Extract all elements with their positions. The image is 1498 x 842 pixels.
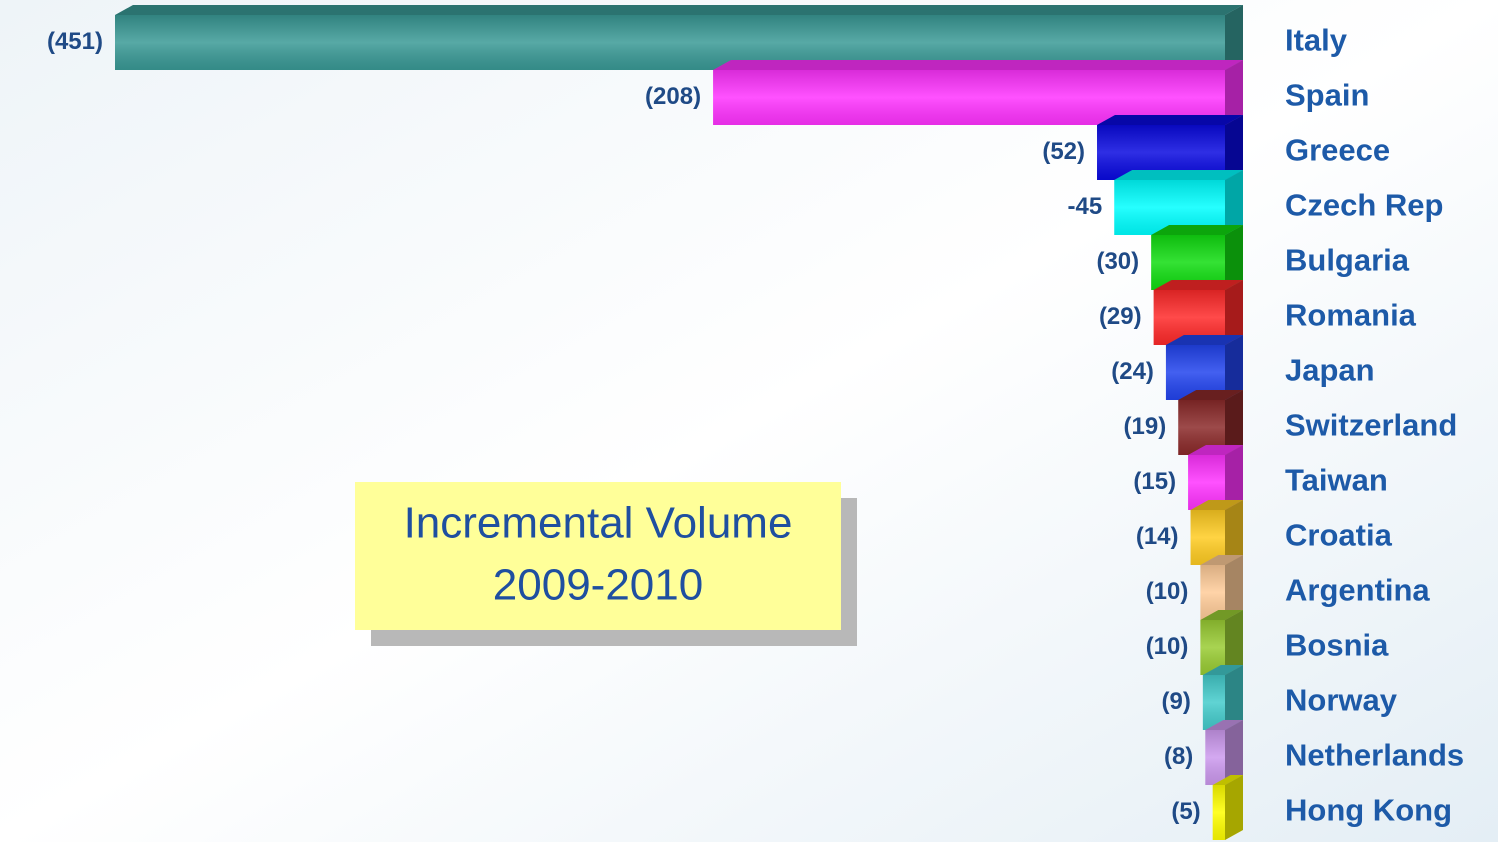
bar-top <box>713 60 1243 70</box>
bar-side <box>1225 115 1243 180</box>
bar-side <box>1225 280 1243 345</box>
bar-top-shade <box>1205 720 1243 730</box>
bar-side-shade <box>1225 60 1243 125</box>
bar-side <box>1225 225 1243 290</box>
category-label: Bulgaria <box>1285 243 1410 278</box>
bar-side <box>1225 555 1243 620</box>
bar-top <box>1151 225 1243 235</box>
bar-side-shade <box>1225 170 1243 235</box>
bar-side <box>1225 500 1243 565</box>
bar-top-shade <box>1200 610 1243 620</box>
bar-top <box>1165 335 1243 345</box>
value-label: (19) <box>1124 413 1167 440</box>
category-label: Bosnia <box>1285 628 1389 663</box>
value-label: (30) <box>1096 248 1139 275</box>
bar-side-shade <box>1225 720 1243 785</box>
value-label: (10) <box>1146 633 1189 660</box>
bar-top <box>1114 170 1243 180</box>
value-label: (10) <box>1146 578 1189 605</box>
bars <box>115 5 1243 840</box>
category-label: Greece <box>1285 133 1390 168</box>
bar-shine <box>1205 730 1225 785</box>
bar-side-shade <box>1225 335 1243 400</box>
bar-top-shade <box>1212 775 1243 785</box>
bar-side-shade <box>1225 665 1243 730</box>
bar-side <box>1225 5 1243 70</box>
bar-top <box>1202 665 1243 675</box>
bar-shine <box>1212 785 1225 840</box>
bar-side-shade <box>1225 445 1243 510</box>
category-label: Czech Rep <box>1285 188 1443 223</box>
bar-top <box>1097 115 1243 125</box>
bar-side <box>1225 665 1243 730</box>
category-label: Spain <box>1285 78 1369 113</box>
annotation: 2009-2010 <box>493 561 703 610</box>
bar-side-shade <box>1225 390 1243 455</box>
value-label: (9) <box>1162 688 1191 715</box>
value-label: (8) <box>1164 743 1193 770</box>
bar-side <box>1225 775 1243 840</box>
bar-side <box>1225 335 1243 400</box>
category-label: Hong Kong <box>1285 793 1452 828</box>
bar-top <box>1190 500 1243 510</box>
annotation: Incremental Volume <box>404 499 793 548</box>
category-label: Taiwan <box>1285 463 1388 498</box>
bar-top-shade <box>713 60 1243 70</box>
bar-shine <box>1202 675 1225 730</box>
category-label: Switzerland <box>1285 408 1457 443</box>
bar-side-shade <box>1225 775 1243 840</box>
bar-top-shade <box>1202 665 1243 675</box>
value-label: (14) <box>1136 523 1179 550</box>
annotation-box <box>355 482 841 630</box>
bar-side-shade <box>1225 280 1243 345</box>
value-label: (15) <box>1133 468 1176 495</box>
bar-top <box>1178 390 1243 400</box>
category-label: Argentina <box>1285 573 1430 608</box>
category-label: Norway <box>1285 683 1398 718</box>
category-label: Netherlands <box>1285 738 1464 773</box>
bar-top-shade <box>1190 500 1243 510</box>
category-label: Croatia <box>1285 518 1393 553</box>
bar-side <box>1225 390 1243 455</box>
bar-top-shade <box>1097 115 1243 125</box>
category-label: Japan <box>1285 353 1375 388</box>
bar-top-shade <box>1153 280 1243 290</box>
bar-side-shade <box>1225 500 1243 565</box>
bar-top-shade <box>1188 445 1243 455</box>
bar-top-shade <box>1151 225 1243 235</box>
bar-top <box>115 5 1243 15</box>
bar-top <box>1188 445 1243 455</box>
bar-side-shade <box>1225 5 1243 70</box>
category-label: Romania <box>1285 298 1417 333</box>
value-label: -45 <box>1068 193 1103 220</box>
category-label: Italy <box>1285 23 1348 58</box>
bar-top <box>1200 555 1243 565</box>
bar-top-shade <box>1165 335 1243 345</box>
bar-side <box>1225 445 1243 510</box>
value-label: (5) <box>1171 798 1200 825</box>
value-label: (29) <box>1099 303 1142 330</box>
bar-side <box>1225 720 1243 785</box>
bar-top <box>1200 610 1243 620</box>
bar-top-shade <box>1178 390 1243 400</box>
bar-top <box>1205 720 1243 730</box>
bar-side <box>1225 610 1243 675</box>
value-label: (24) <box>1111 358 1154 385</box>
bar-side-shade <box>1225 610 1243 675</box>
value-label: (52) <box>1042 138 1085 165</box>
bar-top <box>1153 280 1243 290</box>
value-label: (451) <box>47 28 103 55</box>
bar-top-shade <box>1200 555 1243 565</box>
bar-side-shade <box>1225 115 1243 180</box>
bar-side <box>1225 60 1243 125</box>
bar-top <box>1212 775 1243 785</box>
bar-side-shade <box>1225 555 1243 620</box>
value-label: (208) <box>645 83 701 110</box>
bar-top-shade <box>115 5 1243 15</box>
bar-side <box>1225 170 1243 235</box>
bar-side-shade <box>1225 225 1243 290</box>
bar-top-shade <box>1114 170 1243 180</box>
